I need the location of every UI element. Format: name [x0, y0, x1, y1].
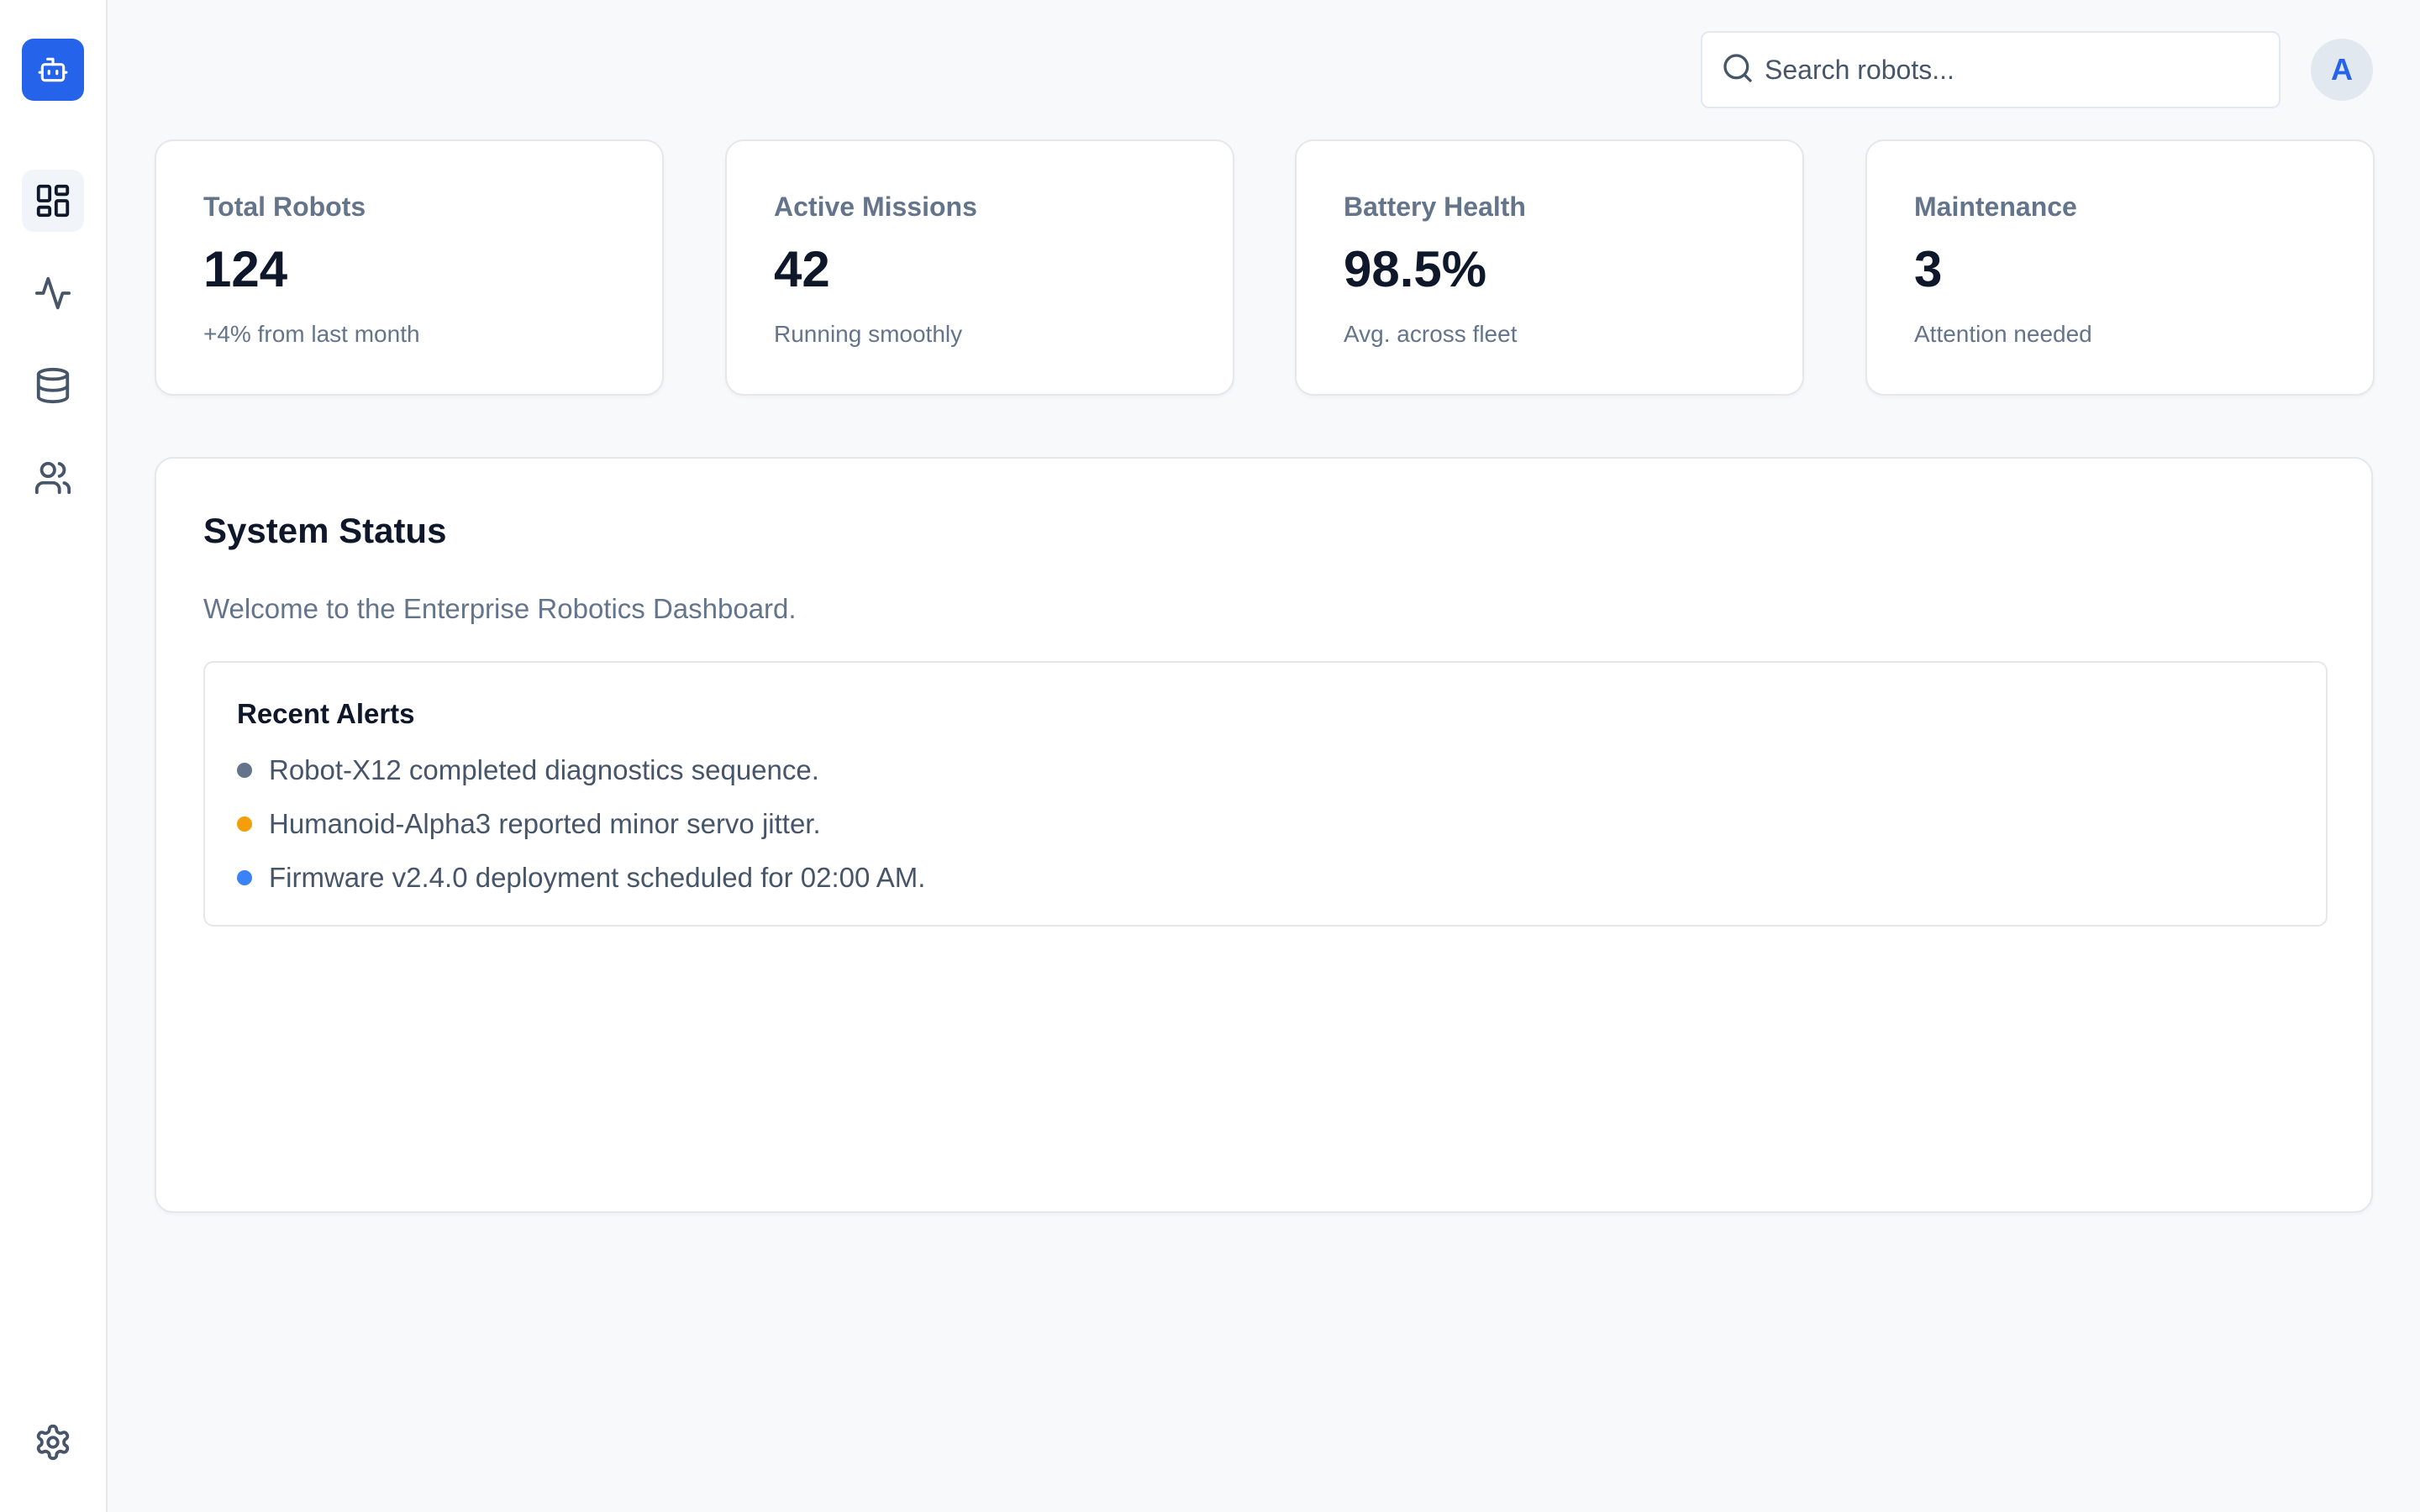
alert-status-dot [237, 816, 252, 832]
gear-icon [36, 1424, 70, 1461]
stat-card-battery-health: Battery Health 98.5% Avg. across fleet [1295, 139, 1804, 396]
search-input[interactable] [1765, 33, 2269, 107]
system-status-panel: System Status Welcome to the Enterprise … [155, 457, 2373, 1213]
sidebar-item-activity[interactable] [22, 262, 84, 324]
stat-value: 98.5% [1344, 241, 1487, 297]
stat-subtext: Attention needed [1914, 321, 2092, 347]
robot-icon [38, 57, 68, 82]
alert-status-dot [237, 870, 252, 885]
panel-description: Welcome to the Enterprise Robotics Dashb… [203, 593, 797, 624]
settings-button[interactable] [22, 1411, 84, 1473]
stat-value: 3 [1914, 241, 1943, 297]
stat-subtext: +4% from last month [203, 321, 420, 347]
alert-item: Humanoid-Alpha3 reported minor servo jit… [237, 806, 821, 843]
sidebar [0, 0, 108, 1512]
alert-status-dot [237, 763, 252, 778]
alert-item: Robot-X12 completed diagnostics sequence… [237, 752, 819, 789]
alert-text: Robot-X12 completed diagnostics sequence… [269, 754, 819, 785]
app-logo[interactable] [22, 39, 84, 101]
stat-value: 42 [774, 241, 830, 297]
search-icon [1723, 54, 1752, 82]
alert-text: Humanoid-Alpha3 reported minor servo jit… [269, 808, 821, 839]
avatar[interactable]: A [2311, 39, 2373, 101]
panel-title: System Status [203, 511, 447, 550]
sidebar-item-dashboard[interactable] [22, 170, 84, 232]
users-icon [34, 461, 71, 495]
stat-label: Maintenance [1914, 192, 2077, 222]
stat-subtext: Running smoothly [774, 321, 963, 347]
alert-item: Firmware v2.4.0 deployment scheduled for… [237, 859, 925, 896]
stat-label: Battery Health [1344, 192, 1526, 222]
search-box [1701, 31, 2281, 108]
stat-label: Total Robots [203, 192, 366, 222]
sidebar-item-database[interactable] [22, 354, 84, 417]
alert-text: Firmware v2.4.0 deployment scheduled for… [269, 862, 926, 893]
stat-subtext: Avg. across fleet [1344, 321, 1518, 347]
activity-icon [34, 276, 71, 310]
recent-alerts-box: Recent Alerts Robot-X12 completed diagno… [203, 661, 2328, 927]
stat-value: 124 [203, 241, 288, 297]
stat-card-maintenance: Maintenance 3 Attention needed [1865, 139, 2375, 396]
stat-label: Active Missions [774, 192, 977, 222]
dashboard-icon [36, 184, 70, 218]
stat-card-total-robots: Total Robots 124 +4% from last month [155, 139, 664, 396]
sidebar-item-users[interactable] [22, 447, 84, 509]
stat-card-active-missions: Active Missions 42 Running smoothly [725, 139, 1234, 396]
alerts-title: Recent Alerts [237, 698, 415, 729]
database-icon [36, 367, 70, 404]
